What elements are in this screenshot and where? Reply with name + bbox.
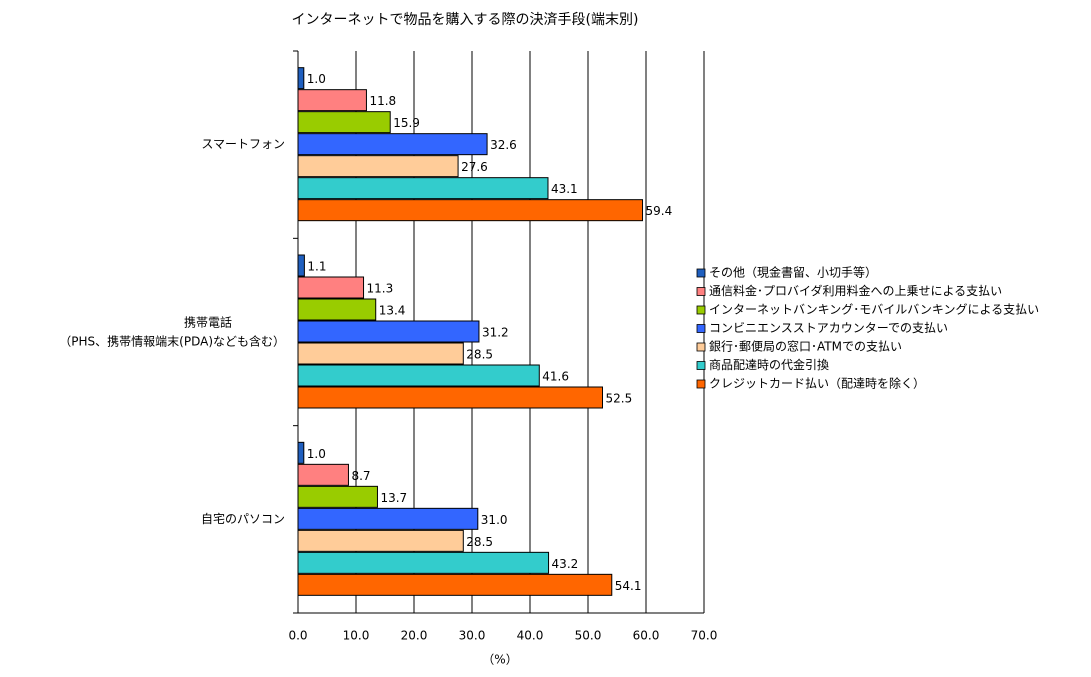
value-label: 28.5 (466, 535, 493, 549)
bar (297, 111, 391, 134)
value-label: 8.7 (351, 469, 370, 483)
value-label: 43.1 (551, 182, 578, 196)
x-tick-label: 70.0 (691, 629, 718, 643)
value-label: 1.0 (307, 72, 326, 86)
legend-swatch (696, 379, 706, 389)
legend-label: インターネットバンキング･モバイルバンキングによる支払い (709, 303, 1039, 317)
value-label: 32.6 (490, 138, 517, 152)
bar (297, 155, 459, 178)
value-label: 1.0 (307, 447, 326, 461)
x-tick-label: 20.0 (401, 629, 428, 643)
x-tick-label: 40.0 (517, 629, 544, 643)
value-label: 41.6 (542, 370, 569, 384)
chart-title: インターネットで物品を購入する際の決済手段(端末別) (292, 12, 639, 28)
value-label: 13.7 (380, 491, 407, 505)
bar (297, 463, 349, 486)
bar (297, 364, 540, 387)
bar (297, 529, 464, 552)
bar (297, 441, 305, 464)
legend-swatch (696, 324, 706, 333)
bar (297, 133, 488, 156)
value-label: 52.5 (606, 392, 633, 406)
x-tick-label: 0.0 (288, 629, 307, 643)
value-label: 11.3 (367, 282, 394, 296)
x-tick-label: 50.0 (575, 629, 602, 643)
legend-label: クレジットカード払い（配達時を除く） (709, 376, 925, 391)
bar (297, 342, 464, 365)
value-label: 54.1 (615, 579, 642, 593)
bar (297, 551, 550, 574)
bar (297, 386, 603, 409)
legend-label: 通信料金･プロバイダ利用料金への上乗せによる支払い (709, 283, 1002, 298)
value-label: 31.2 (482, 326, 509, 340)
y-tick-label: 自宅のパソコン (201, 511, 285, 526)
value-label: 1.1 (307, 260, 326, 274)
x-tick-label: 60.0 (633, 629, 660, 643)
x-tick-label: 30.0 (459, 629, 486, 643)
value-label: 27.6 (461, 160, 488, 174)
value-label: 13.4 (379, 304, 406, 318)
value-label: 43.2 (552, 557, 579, 571)
value-label: 15.9 (393, 116, 420, 130)
bar (297, 320, 480, 343)
legend-swatch (696, 268, 706, 278)
value-label: 28.5 (466, 348, 493, 362)
bar (297, 485, 378, 508)
bar (297, 177, 549, 200)
value-label: 11.8 (369, 94, 396, 108)
value-label: 31.0 (481, 513, 508, 527)
x-axis-label: （%） (482, 653, 517, 667)
legend-label: 商品配達時の代金引換 (709, 357, 829, 372)
legend-swatch (696, 287, 706, 296)
legend-swatch (696, 342, 706, 352)
legend-swatch (696, 361, 706, 370)
bar (297, 573, 613, 596)
bar (297, 276, 365, 299)
bar (297, 298, 377, 321)
legend-swatch (696, 305, 706, 315)
bar (297, 89, 367, 112)
bar (297, 254, 305, 277)
bar (297, 507, 479, 530)
bar (297, 67, 305, 90)
legend-label: 銀行･郵便局の窓口･ATMでの支払い (709, 339, 902, 354)
y-tick-label: スマートフォン (201, 137, 285, 151)
x-tick-label: 10.0 (343, 629, 370, 643)
legend-label: コンビニエンスストアカウンターでの支払い (709, 321, 948, 335)
legend-label: その他（現金書留、小切手等） (709, 265, 877, 280)
value-label: 59.4 (646, 204, 673, 218)
bar (297, 199, 644, 222)
y-tick-label: 携帯電話（PHS、携帯情報端末(PDA)なども含む） (59, 314, 285, 348)
